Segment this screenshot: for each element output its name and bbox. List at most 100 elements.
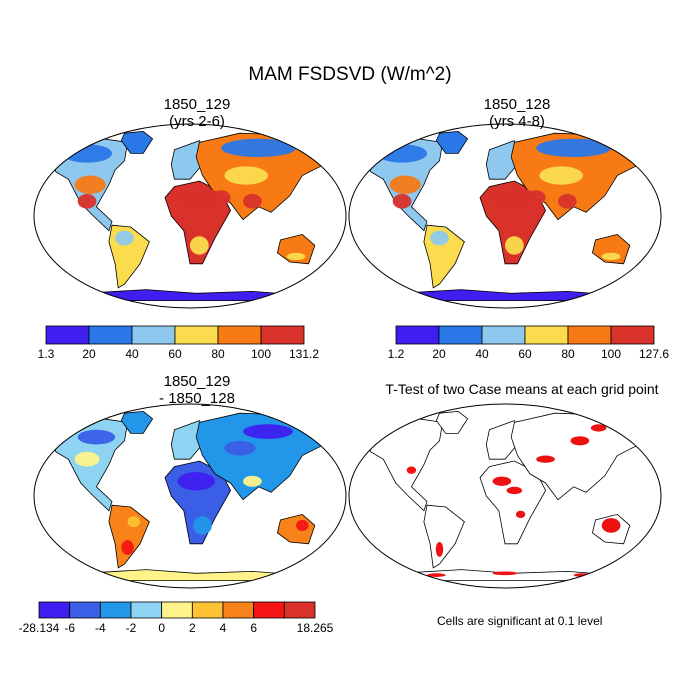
region-australia-south <box>601 252 621 261</box>
region-mexico <box>77 193 97 209</box>
region-southern-africa <box>193 516 212 535</box>
region-east-asia <box>570 436 590 446</box>
significance-note: Cells are significant at 0.1 level <box>437 614 603 628</box>
colorbar-2-box <box>395 325 440 345</box>
region-australia <box>601 518 621 533</box>
region-central-asia <box>536 455 555 463</box>
colorbar-2-box <box>567 325 612 345</box>
region-amazon <box>430 230 449 246</box>
panel-4-title: T-Test of two Case means at each grid po… <box>385 381 659 397</box>
colorbar-1-tick-label: 60 <box>168 347 182 361</box>
region-south-america <box>435 542 444 557</box>
region-sahara-arabia <box>174 188 225 207</box>
colorbar-2: 1.2 20 40 60 80 100 127.6 <box>388 325 669 361</box>
colorbar-3-tick-label: 2 <box>189 621 196 635</box>
colorbar-3-tick-label: 4 <box>220 621 227 635</box>
map-panel-1-border <box>33 123 347 309</box>
colorbar-1-tick-label: 131.2 <box>289 347 319 361</box>
colorbar-2-tick-label: 60 <box>518 347 532 361</box>
region-arabia <box>211 190 231 205</box>
map-panel-4-land <box>367 410 646 581</box>
region-us <box>74 451 100 467</box>
colorbar-2-tick-label: 100 <box>601 347 621 361</box>
continent-greenland <box>120 130 154 154</box>
map-panel-1-land <box>52 130 331 302</box>
colorbar-1-box <box>131 325 176 345</box>
region-southern-africa <box>190 236 209 255</box>
region-india <box>243 475 262 487</box>
colorbar-3-box <box>222 601 255 619</box>
colorbar-3-box <box>191 601 224 619</box>
region-central-africa <box>506 486 523 495</box>
colorbar-2-tick-label: 127.6 <box>639 347 669 361</box>
map-panel-2-land <box>367 130 646 302</box>
region-southern-africa <box>515 510 526 519</box>
colorbar-1-tick-label: 20 <box>82 347 96 361</box>
region-australia-east <box>296 519 309 531</box>
colorbar-2-box <box>481 325 526 345</box>
colorbar-2-tick-label: 20 <box>432 347 446 361</box>
colorbar-3: -28.134 -6 -4 -2 0 2 4 6 18.265 <box>19 601 334 635</box>
region-siberia <box>243 424 293 439</box>
region-canada <box>77 429 116 445</box>
colorbar-1: 1.3 20 40 60 80 100 131.2 <box>38 325 319 361</box>
colorbar-3-tick-label: -6 <box>64 621 75 635</box>
figure-title: MAM FSDSVD (W/m^2) <box>248 64 452 85</box>
map-panel-3-land <box>52 410 331 581</box>
panel-3-title-line1: 1850_129 <box>163 373 231 390</box>
colorbar-2-box <box>438 325 483 345</box>
panel-1-title-line1: 1850_129 <box>163 96 231 113</box>
colorbar-3-tick-label: 18.265 <box>297 621 334 635</box>
colorbar-1-tick-label: 100 <box>251 347 271 361</box>
colorbar-2-tick-label: 1.2 <box>388 347 405 361</box>
region-us-south <box>74 175 106 194</box>
region-brazil <box>127 516 141 528</box>
continent-australia <box>276 513 316 545</box>
colorbar-1-box <box>260 325 305 345</box>
colorbar-1-box <box>88 325 133 345</box>
colorbar-2-box <box>524 325 569 345</box>
colorbar-1-box <box>45 325 90 345</box>
panel-1-title: 1850_129 (yrs 2-6) <box>72 96 322 130</box>
map-panel-2 <box>348 123 662 309</box>
region-central-asia <box>224 440 256 456</box>
region-north-america <box>406 466 417 474</box>
colorbar-1-tick-label: 40 <box>125 347 139 361</box>
region-central-asia <box>224 166 268 185</box>
continent-southAmerica <box>108 504 150 569</box>
region-siberia <box>590 424 607 432</box>
region-antarctic-coast-1 <box>492 571 518 576</box>
region-southern-africa <box>505 236 524 255</box>
region-siberia <box>221 138 297 158</box>
colorbar-3-tick-label: 0 <box>158 621 165 635</box>
map-panel-3-border <box>33 403 347 589</box>
map-panel-3 <box>33 403 347 589</box>
colorbar-1-box <box>217 325 262 345</box>
colorbar-1-tick-label: 1.3 <box>38 347 55 361</box>
region-arabia <box>526 190 546 205</box>
colorbar-3-box <box>69 601 101 619</box>
colorbar-3-box <box>161 601 193 619</box>
colorbar-3-tick-label: -28.134 <box>19 621 60 635</box>
colorbar-3-tick-label: -4 <box>95 621 106 635</box>
panel-1-title-line2: (yrs 2-6) <box>169 113 225 130</box>
region-sahara <box>177 472 215 491</box>
region-south-america-south <box>121 540 134 555</box>
map-panel-4-border <box>348 403 662 589</box>
colorbar-2-tick-label: 80 <box>561 347 575 361</box>
region-mexico <box>392 193 412 209</box>
colorbar-3-tick-label: -2 <box>126 621 137 635</box>
continent-northAmerica <box>367 418 444 512</box>
region-siberia <box>536 138 612 158</box>
continent-antarctica <box>58 289 325 302</box>
map-panel-2-border <box>348 123 662 309</box>
region-us-south <box>389 175 421 194</box>
colorbar-3-tick-label: 6 <box>250 621 257 635</box>
panel-3-title-line2: - 1850_128 <box>159 390 235 407</box>
region-amazon <box>115 230 134 246</box>
colorbar-3-box <box>253 601 285 619</box>
continent-greenland <box>435 130 469 154</box>
colorbar-3-box <box>99 601 132 619</box>
colorbar-3-box <box>283 601 316 619</box>
